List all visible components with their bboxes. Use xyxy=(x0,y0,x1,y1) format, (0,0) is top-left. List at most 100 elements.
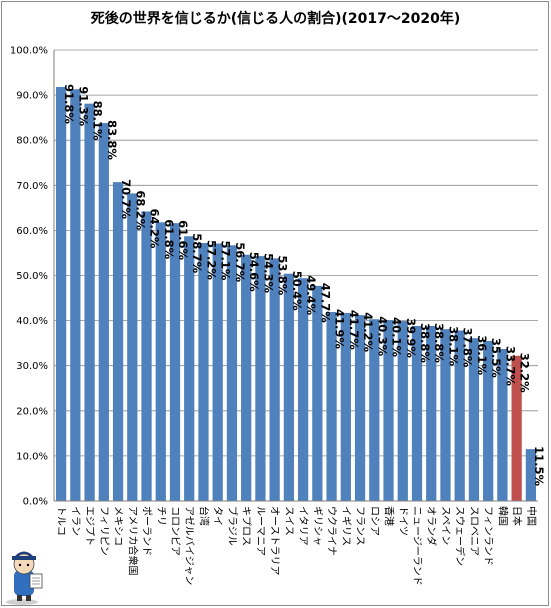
reader-mascot-icon xyxy=(6,551,43,605)
data-label: 11.5% xyxy=(532,446,546,486)
y-tick-label: 80.0% xyxy=(16,136,48,147)
data-label: 91.3% xyxy=(76,86,90,126)
x-tick-label: 日本 xyxy=(511,506,524,526)
data-label: 53.8% xyxy=(276,255,290,295)
data-label: 91.8% xyxy=(62,84,76,124)
x-tick-label: キプロス xyxy=(240,506,252,546)
y-tick-label: 30.0% xyxy=(16,361,48,372)
bar xyxy=(369,319,380,501)
x-tick-label: アゼルバイジャン xyxy=(183,506,195,585)
x-tick-label: ドイツ xyxy=(397,506,408,536)
y-tick-label: 50.0% xyxy=(16,271,48,282)
data-label: 54.6% xyxy=(247,252,261,292)
bar xyxy=(454,330,465,501)
y-tick-label: 100.0% xyxy=(10,46,48,57)
x-tick-label: スイス xyxy=(283,506,294,536)
y-tick-label: 90.0% xyxy=(16,91,48,102)
data-label: 47.7% xyxy=(318,283,332,323)
bar xyxy=(84,103,95,501)
bar xyxy=(440,329,451,501)
data-label: 33.7% xyxy=(503,346,517,386)
data-label: 41.7% xyxy=(347,310,361,350)
data-labels: 91.8% 91.3% 88.1% 83.8% 70.7% 68.2% 64.2% 61.8%… xyxy=(62,84,546,487)
bar xyxy=(497,349,508,501)
x-tick-label: トルコ xyxy=(55,506,66,536)
bar xyxy=(198,243,209,501)
bar xyxy=(283,273,295,501)
data-label: 38.8% xyxy=(418,323,432,363)
data-label: 35.5% xyxy=(489,338,503,378)
y-tick-label: 40.0% xyxy=(16,316,48,327)
data-label: 50.4% xyxy=(290,271,304,311)
data-label: 37.8% xyxy=(461,328,475,368)
bar xyxy=(511,355,522,501)
bar xyxy=(212,243,223,501)
bar xyxy=(255,256,266,501)
data-label: 39.9% xyxy=(404,318,418,358)
x-tick-label: イギリス xyxy=(340,506,352,546)
x-tick-label: ギリシャ xyxy=(311,506,323,546)
x-tick-label: ウクライナ xyxy=(326,506,338,556)
bar xyxy=(383,320,394,501)
chart-title: 死後の世界を信じるか(信じる人の割合)(2017～2020年) xyxy=(90,11,461,27)
y-tick-label: 0.0% xyxy=(23,497,48,508)
x-tick-label: フィリピン xyxy=(98,506,110,556)
bar xyxy=(354,315,366,501)
x-tick-label: スウェーデン xyxy=(454,506,467,566)
bar xyxy=(483,340,494,501)
x-tick-label: イタリア xyxy=(297,506,309,546)
x-tick-label: 韓国 xyxy=(496,506,508,526)
bar xyxy=(241,254,252,501)
data-label: 57.2% xyxy=(204,240,218,280)
bar xyxy=(127,193,138,501)
x-tick-label: タイ xyxy=(212,506,224,526)
bar xyxy=(525,449,537,501)
data-label: 58.7% xyxy=(190,233,204,273)
bar xyxy=(397,321,408,501)
bars xyxy=(55,86,537,502)
bar xyxy=(297,278,309,501)
x-tick-label: ブラジル xyxy=(226,506,239,546)
x-tick-label: チリ xyxy=(155,506,167,526)
bar xyxy=(155,222,166,502)
x-tick-label: 香港 xyxy=(383,506,395,526)
x-tick-label: 中国 xyxy=(525,506,538,526)
data-label: 54.3% xyxy=(261,253,275,293)
data-label: 38.8% xyxy=(432,323,446,363)
x-tick-label: 台湾 xyxy=(197,506,210,526)
bar xyxy=(326,312,337,501)
bar xyxy=(55,86,67,502)
data-label: 49.4% xyxy=(304,275,318,315)
bar xyxy=(184,236,195,501)
x-tick-label: オランダ xyxy=(425,506,438,546)
bar xyxy=(226,245,238,501)
y-tick-label: 70.0% xyxy=(16,181,48,192)
x-tick-label: フィンランド xyxy=(482,506,494,566)
x-tick-label: フランス xyxy=(354,506,366,546)
bar xyxy=(411,326,423,501)
bar xyxy=(98,123,109,501)
bar xyxy=(141,211,152,501)
data-label: 41.2% xyxy=(361,312,375,352)
x-tick-label: イラン xyxy=(69,506,81,536)
data-label: 64.2% xyxy=(148,208,162,248)
x-tick-label: ニュージーランド xyxy=(411,506,423,586)
bar xyxy=(70,89,81,501)
data-label: 70.7% xyxy=(119,179,133,219)
data-label: 68.2% xyxy=(133,190,147,230)
x-tick-label: メキシコ xyxy=(112,506,123,546)
x-tick-label: コロンビア xyxy=(169,506,181,556)
bar xyxy=(269,258,280,501)
y-tick-label: 20.0% xyxy=(16,406,48,417)
x-tick-label: ポーランド xyxy=(141,506,153,556)
x-axis-labels: トルコ イラン エジプト フィリピン メキシコ アメリカ合衆国 ポーランド チリ コロンビア アゼ… xyxy=(55,506,538,586)
bar xyxy=(468,338,480,501)
bar xyxy=(312,285,323,501)
x-tick-label: エジプト xyxy=(84,506,96,546)
data-label: 40.1% xyxy=(390,317,404,357)
data-label: 56.7% xyxy=(233,242,247,282)
data-label: 83.8% xyxy=(105,120,119,160)
data-label: 88.1% xyxy=(91,101,105,141)
data-label: 57.1% xyxy=(219,240,233,280)
